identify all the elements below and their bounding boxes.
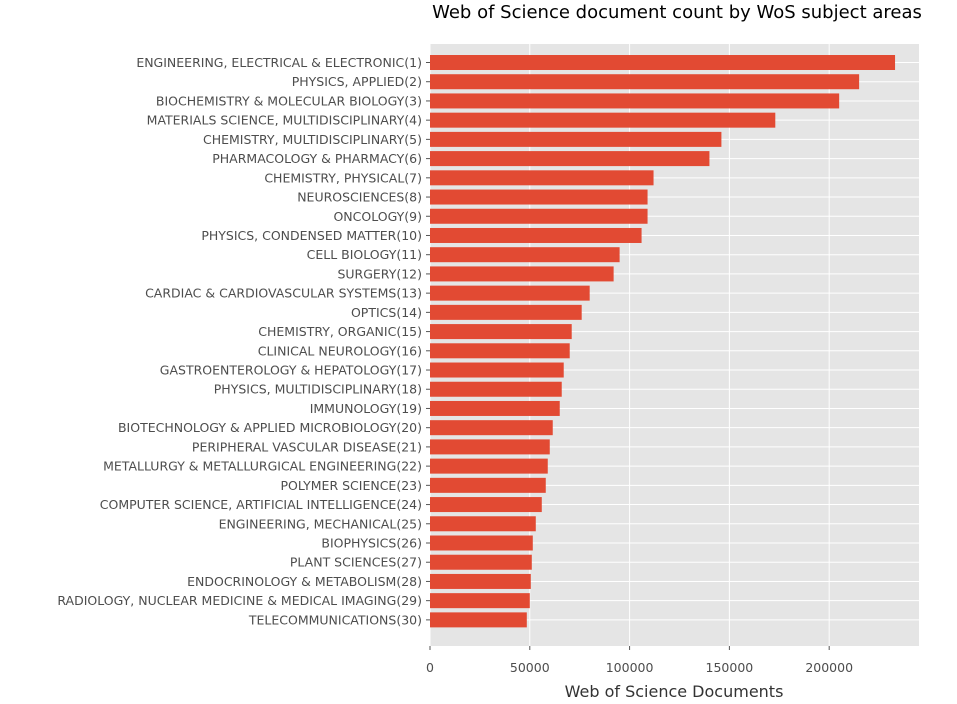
x-tick-label: 50000: [510, 660, 550, 675]
category-label: POLYMER SCIENCE(23): [280, 478, 422, 493]
category-label: MATERIALS SCIENCE, MULTIDISCIPLINARY(4): [147, 113, 422, 128]
x-tick-labels: 0 50000 100000 150000 200000: [426, 646, 853, 675]
category-label: METALLURGY & METALLURGICAL ENGINEERING(2…: [103, 459, 422, 474]
bar: [430, 535, 533, 551]
bar: [430, 477, 546, 493]
category-label: CLINICAL NEUROLOGY(16): [258, 343, 422, 358]
category-label: COMPUTER SCIENCE, ARTIFICIAL INTELLIGENC…: [100, 497, 422, 512]
category-label: PHYSICS, CONDENSED MATTER(10): [201, 228, 422, 243]
category-label: ENDOCRINOLOGY & METABOLISM(28): [187, 574, 422, 589]
bar: [430, 55, 896, 70]
bars: [430, 55, 896, 628]
category-label: PLANT SCIENCES(27): [290, 555, 422, 570]
bar: [430, 285, 590, 301]
bar: [430, 247, 620, 263]
bar: [430, 554, 532, 570]
x-tick-label: 150000: [706, 660, 754, 675]
bar: [430, 458, 548, 474]
bar: [430, 497, 542, 513]
category-label: CELL BIOLOGY(11): [307, 247, 422, 262]
x-tick-label: 0: [426, 660, 434, 675]
bar: [430, 593, 530, 609]
x-tick-label: 200000: [805, 660, 853, 675]
bar: [430, 189, 648, 205]
bar: [430, 516, 536, 532]
bar: [430, 266, 614, 282]
category-label: ENGINEERING, MECHANICAL(25): [219, 516, 422, 531]
bar: [430, 112, 776, 128]
bar: [430, 208, 648, 224]
bar: [430, 362, 564, 378]
category-label: SURGERY(12): [337, 266, 422, 281]
category-label: GASTROENTEROLOGY & HEPATOLOGY(17): [160, 363, 422, 378]
x-axis-title: Web of Science Documents: [565, 682, 784, 701]
category-label: PERIPHERAL VASCULAR DISEASE(21): [192, 439, 422, 454]
bar: [430, 93, 840, 109]
category-label: IMMUNOLOGY(19): [310, 401, 422, 416]
bar: [430, 343, 570, 359]
category-label: BIOCHEMISTRY & MOLECULAR BIOLOGY(3): [156, 93, 422, 108]
category-label: BIOTECHNOLOGY & APPLIED MICROBIOLOGY(20): [118, 420, 422, 435]
category-label: PHYSICS, MULTIDISCIPLINARY(18): [214, 382, 422, 397]
category-label: PHYSICS, APPLIED(2): [292, 74, 422, 89]
category-label: TELECOMMUNICATIONS(30): [248, 612, 422, 627]
x-tick-label: 100000: [606, 660, 654, 675]
bar: [430, 304, 582, 320]
bar: [430, 151, 710, 167]
category-label: PHARMACOLOGY & PHARMACY(6): [212, 151, 422, 166]
category-label: BIOPHYSICS(26): [321, 536, 422, 551]
category-label: CHEMISTRY, ORGANIC(15): [258, 324, 422, 339]
category-labels: ENGINEERING, ELECTRICAL & ELECTRONIC(1) P…: [57, 55, 430, 627]
bar: [430, 612, 527, 628]
bar: [430, 439, 550, 455]
category-label: NEUROSCIENCES(8): [297, 190, 422, 205]
bar: [430, 381, 562, 397]
category-label: CHEMISTRY, PHYSICAL(7): [264, 170, 422, 185]
bar: [430, 400, 560, 416]
category-label: OPTICS(14): [351, 305, 422, 320]
bar: [430, 227, 642, 243]
chart-title: Web of Science document count by WoS sub…: [432, 2, 922, 23]
category-label: RADIOLOGY, NUCLEAR MEDICINE & MEDICAL IM…: [57, 593, 422, 608]
bar: [430, 170, 654, 186]
category-label: CHEMISTRY, MULTIDISCIPLINARY(5): [203, 132, 422, 147]
bar: [430, 573, 531, 589]
bar: [430, 131, 722, 147]
category-label: ONCOLOGY(9): [333, 209, 422, 224]
category-label: CARDIAC & CARDIOVASCULAR SYSTEMS(13): [145, 286, 422, 301]
bar: [430, 324, 572, 340]
bar: [430, 74, 860, 90]
category-label: ENGINEERING, ELECTRICAL & ELECTRONIC(1): [136, 55, 422, 70]
bar: [430, 420, 553, 436]
